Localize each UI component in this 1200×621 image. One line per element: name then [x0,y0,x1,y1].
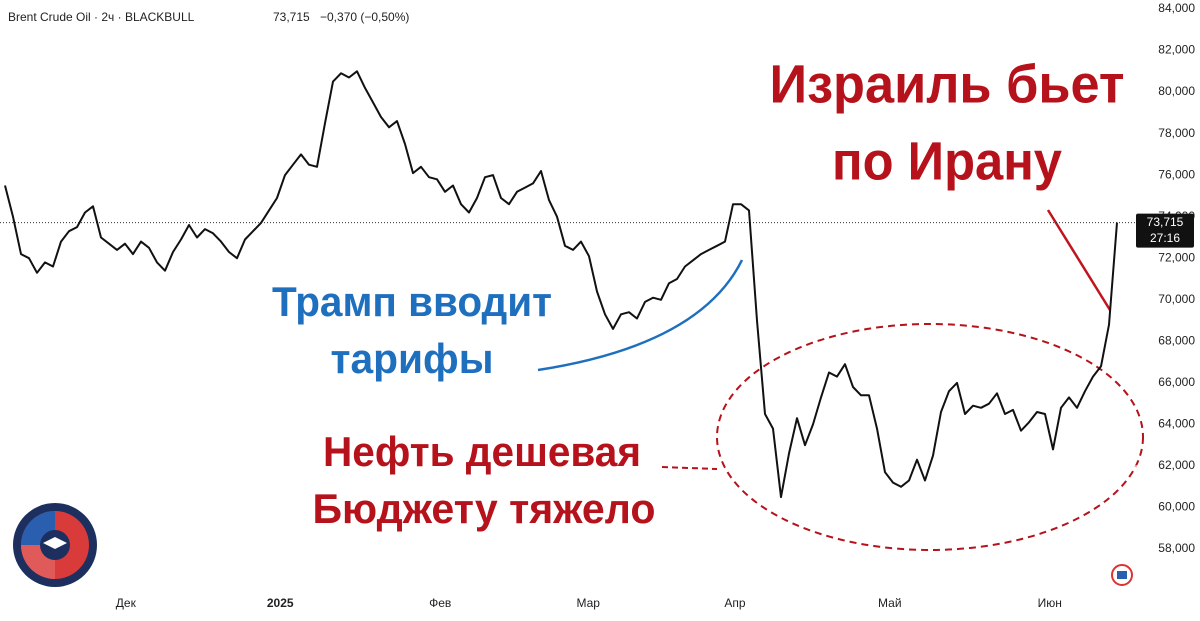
oil-annotation: Бюджету тяжело [313,485,656,532]
x-tick-label: Апр [724,596,746,610]
trump-annotation: тарифы [331,335,494,382]
y-tick-label: 62,000 [1158,458,1195,472]
israel-annotation: по Ирану [832,131,1062,191]
y-tick-label: 80,000 [1158,84,1195,98]
y-tick-label: 82,000 [1158,43,1195,57]
y-tick-label: 84,000 [1158,1,1195,15]
y-tick-label: 70,000 [1158,292,1195,306]
header-change: −0,370 (−0,50%) [320,10,409,24]
cheap-oil-ellipse [716,323,1144,551]
countdown-label: 27:16 [1150,231,1180,245]
header-price: 73,715 [273,10,310,24]
y-tick-label: 60,000 [1158,500,1195,514]
x-tick-label: 2025 [267,596,294,610]
y-tick-label: 76,000 [1158,167,1195,181]
y-tick-label: 72,000 [1158,250,1195,264]
trump-annotation: Трамп вводит [272,278,552,325]
y-tick-label: 78,000 [1158,126,1195,140]
logo [13,503,97,587]
x-tick-label: Мар [576,596,600,610]
y-tick-label: 58,000 [1158,541,1195,555]
oil-annotation: Нефть дешевая [323,428,641,475]
y-tick-label: 68,000 [1158,333,1195,347]
y-tick-label: 64,000 [1158,417,1195,431]
israel-pointer [1046,209,1112,311]
flag-icon [1111,564,1133,586]
y-tick-label: 66,000 [1158,375,1195,389]
israel-annotation: Израиль бьет [770,54,1125,114]
last-price-box [1136,213,1194,248]
last-price-label: 73,715 [1147,215,1184,229]
x-tick-label: Фев [429,596,451,610]
x-tick-label: Июн [1038,596,1062,610]
trump-pointer [537,259,744,372]
price-line [4,70,1118,499]
symbol-title: Brent Crude Oil · 2ч · BLACKBULL [8,10,195,24]
x-tick-label: Май [878,596,902,610]
x-tick-label: Дек [116,596,137,610]
cheap-oil-connector [661,466,718,470]
